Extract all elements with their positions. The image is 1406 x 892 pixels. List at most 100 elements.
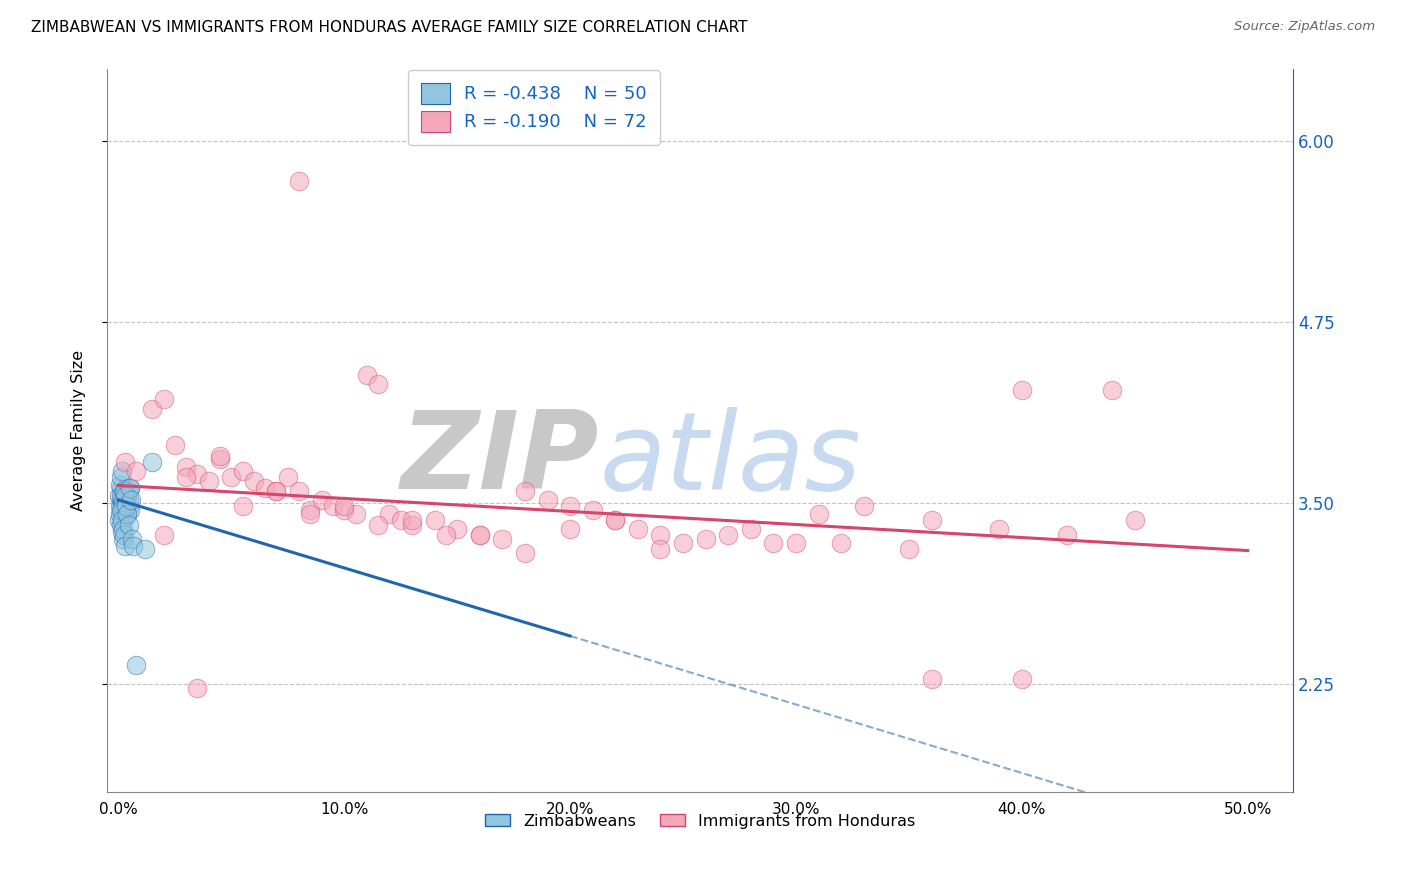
Point — [740, 522, 762, 536]
Point — [134, 542, 156, 557]
Point — [163, 438, 186, 452]
Point — [111, 513, 134, 527]
Point — [108, 508, 131, 522]
Point — [110, 481, 132, 495]
Point — [111, 464, 134, 478]
Legend: Zimbabweans, Immigrants from Honduras: Zimbabweans, Immigrants from Honduras — [478, 807, 922, 835]
Point — [120, 492, 142, 507]
Point — [299, 508, 322, 522]
Point — [208, 450, 231, 464]
Point — [115, 503, 138, 517]
Point — [232, 499, 254, 513]
Point — [333, 503, 356, 517]
Point — [118, 503, 141, 517]
Point — [582, 503, 605, 517]
Point — [513, 484, 536, 499]
Point — [762, 536, 785, 550]
Point — [110, 492, 132, 507]
Point — [221, 469, 243, 483]
Point — [114, 492, 136, 507]
Y-axis label: Average Family Size: Average Family Size — [72, 350, 86, 511]
Point — [114, 510, 136, 524]
Point — [108, 513, 131, 527]
Point — [110, 517, 132, 532]
Text: Source: ZipAtlas.com: Source: ZipAtlas.com — [1234, 20, 1375, 33]
Point — [111, 524, 134, 539]
Point — [605, 513, 627, 527]
Point — [114, 499, 136, 513]
Point — [1101, 383, 1123, 397]
Point — [627, 522, 650, 536]
Point — [277, 469, 299, 483]
Point — [356, 368, 378, 383]
Point — [112, 522, 135, 536]
Point — [121, 532, 143, 546]
Point — [112, 503, 135, 517]
Point — [108, 489, 131, 503]
Text: atlas: atlas — [599, 407, 860, 512]
Point — [401, 513, 423, 527]
Point — [717, 527, 740, 541]
Point — [401, 517, 423, 532]
Point — [558, 522, 581, 536]
Point — [112, 484, 135, 499]
Point — [111, 532, 134, 546]
Point — [1011, 673, 1033, 687]
Point — [605, 513, 627, 527]
Point — [921, 673, 943, 687]
Point — [152, 527, 174, 541]
Point — [111, 492, 134, 507]
Point — [114, 481, 136, 495]
Point — [114, 455, 136, 469]
Point — [434, 527, 457, 541]
Point — [322, 499, 344, 513]
Point — [111, 503, 134, 517]
Point — [186, 681, 208, 695]
Point — [108, 478, 131, 492]
Point — [921, 513, 943, 527]
Point — [299, 503, 322, 517]
Point — [1056, 527, 1078, 541]
Point — [468, 527, 491, 541]
Point — [558, 499, 581, 513]
Point — [333, 499, 356, 513]
Point — [197, 474, 219, 488]
Point — [114, 539, 136, 553]
Point — [152, 392, 174, 406]
Point — [108, 499, 131, 513]
Point — [125, 464, 148, 478]
Point — [141, 455, 163, 469]
Point — [125, 657, 148, 672]
Point — [141, 401, 163, 416]
Point — [110, 469, 132, 483]
Point — [117, 508, 139, 522]
Point — [122, 539, 145, 553]
Point — [118, 481, 141, 495]
Point — [423, 513, 446, 527]
Point — [1011, 383, 1033, 397]
Point — [446, 522, 468, 536]
Point — [120, 481, 142, 495]
Point — [266, 484, 288, 499]
Point — [389, 513, 412, 527]
Point — [117, 499, 139, 513]
Point — [208, 452, 231, 467]
Point — [232, 464, 254, 478]
Point — [111, 484, 134, 499]
Point — [288, 484, 311, 499]
Point — [785, 536, 807, 550]
Point — [115, 499, 138, 513]
Point — [112, 527, 135, 541]
Point — [112, 489, 135, 503]
Point — [367, 377, 389, 392]
Point — [112, 508, 135, 522]
Point — [650, 542, 672, 557]
Point — [897, 542, 920, 557]
Point — [367, 517, 389, 532]
Point — [111, 499, 134, 513]
Point — [111, 496, 134, 510]
Point — [174, 459, 197, 474]
Point — [852, 499, 875, 513]
Point — [174, 469, 197, 483]
Point — [266, 484, 288, 499]
